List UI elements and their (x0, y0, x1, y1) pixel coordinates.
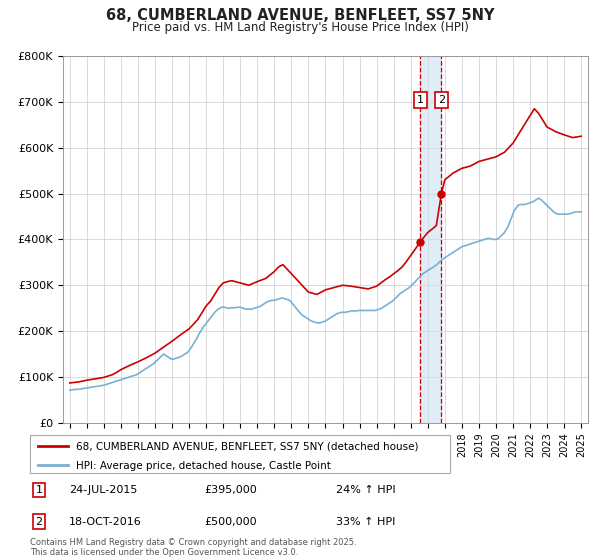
Text: 24% ↑ HPI: 24% ↑ HPI (336, 485, 395, 495)
FancyBboxPatch shape (30, 435, 450, 473)
Bar (420, 56, 442, 423)
Text: 2: 2 (438, 95, 445, 105)
Text: 1: 1 (35, 485, 43, 495)
Text: 1: 1 (417, 95, 424, 105)
Text: 24-JUL-2015: 24-JUL-2015 (69, 485, 137, 495)
Text: Price paid vs. HM Land Registry's House Price Index (HPI): Price paid vs. HM Land Registry's House … (131, 21, 469, 34)
Text: Contains HM Land Registry data © Crown copyright and database right 2025.
This d: Contains HM Land Registry data © Crown c… (30, 538, 356, 557)
Text: £500,000: £500,000 (204, 517, 257, 527)
Text: 2: 2 (35, 517, 43, 527)
Text: 33% ↑ HPI: 33% ↑ HPI (336, 517, 395, 527)
Text: 68, CUMBERLAND AVENUE, BENFLEET, SS7 5NY: 68, CUMBERLAND AVENUE, BENFLEET, SS7 5NY (106, 8, 494, 24)
Text: 68, CUMBERLAND AVENUE, BENFLEET, SS7 5NY (detached house): 68, CUMBERLAND AVENUE, BENFLEET, SS7 5NY… (76, 441, 419, 451)
Text: £395,000: £395,000 (204, 485, 257, 495)
Text: HPI: Average price, detached house, Castle Point: HPI: Average price, detached house, Cast… (76, 460, 331, 470)
Text: 18-OCT-2016: 18-OCT-2016 (69, 517, 142, 527)
